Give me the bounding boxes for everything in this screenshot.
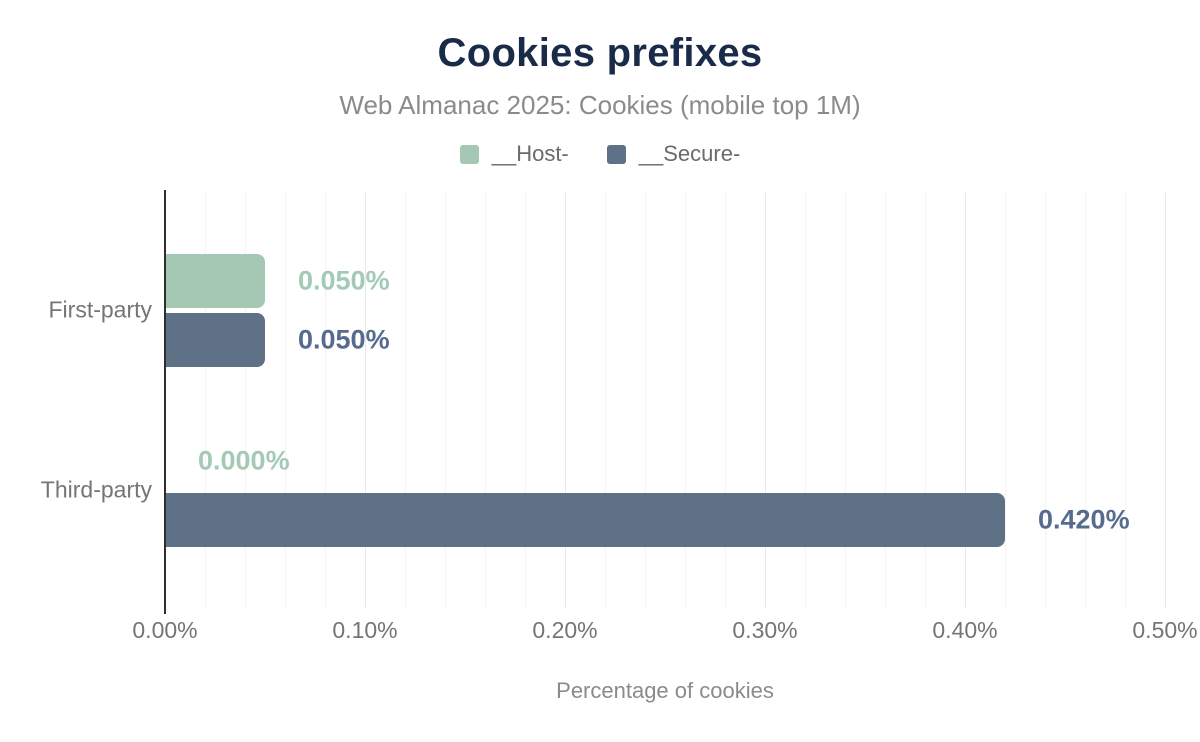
x-tick-label: 0.40% (932, 617, 998, 643)
legend-item-secure: __Secure- (606, 141, 741, 167)
gridline (1044, 193, 1046, 608)
category-label: First-party (48, 296, 153, 323)
gridline (244, 193, 246, 608)
gridline (1004, 193, 1006, 608)
legend-swatch-icon (459, 144, 479, 164)
x-tick-label: 0.00% (132, 617, 198, 643)
gridline (1084, 193, 1086, 608)
bar-third-party-secure (165, 492, 1005, 547)
category-label: Third-party (40, 476, 152, 503)
legend-label: __Secure- (638, 141, 741, 166)
gridline (364, 193, 366, 608)
gridline (644, 193, 646, 608)
gridline (844, 193, 846, 608)
bar-first-party-secure (165, 312, 265, 367)
legend-label: __Host- (491, 141, 569, 166)
gridline (764, 193, 766, 608)
x-tick-label: 0.10% (332, 617, 398, 643)
plot-area: 0.050% 0.050% 0.000% 0.420% (165, 190, 1166, 608)
value-label: 0.050% (298, 265, 390, 295)
chart-subtitle: Web Almanac 2025: Cookies (mobile top 1M… (339, 90, 861, 120)
gridline (324, 193, 326, 608)
x-axis-title: Percentage of cookies (556, 678, 774, 703)
gridline (1164, 193, 1166, 608)
chart-title: Cookies prefixes (437, 31, 763, 75)
chart-legend: __Host- __Secure- (0, 141, 1200, 167)
gridline (404, 193, 406, 608)
gridline (684, 193, 686, 608)
gridline (924, 193, 926, 608)
gridline (964, 193, 966, 608)
gridline (204, 193, 206, 608)
value-label: 0.000% (198, 445, 290, 475)
gridline (604, 193, 606, 608)
gridline (884, 193, 886, 608)
gridline (284, 193, 286, 608)
gridline (564, 193, 566, 608)
value-label: 0.050% (298, 324, 390, 354)
gridline (1124, 193, 1126, 608)
gridline (724, 193, 726, 608)
x-tick-label: 0.20% (532, 617, 598, 643)
value-label: 0.420% (1038, 504, 1130, 534)
bar-first-party-host (165, 253, 265, 308)
x-tick-label: 0.30% (732, 617, 798, 643)
gridline (804, 193, 806, 608)
x-tick-label: 0.50% (1132, 617, 1198, 643)
gridline (444, 193, 446, 608)
legend-swatch-icon (606, 144, 626, 164)
gridline (484, 193, 486, 608)
gridline (524, 193, 526, 608)
y-axis-line (164, 190, 166, 614)
legend-item-host: __Host- (459, 141, 569, 167)
